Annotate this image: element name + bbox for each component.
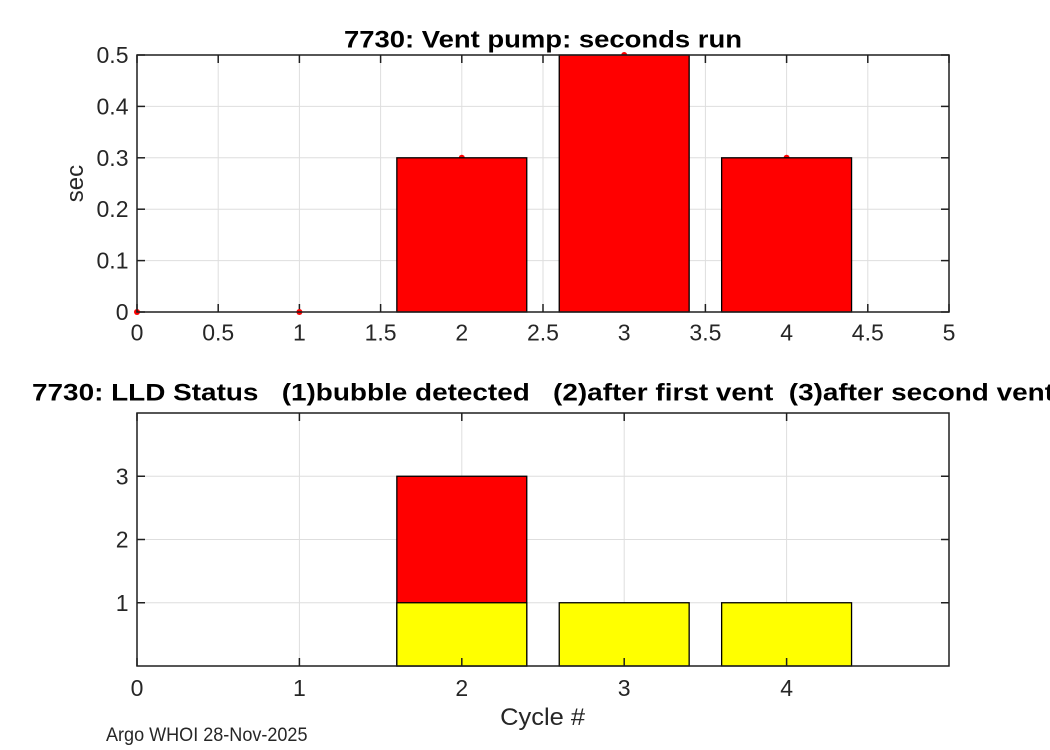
svg-text:sec: sec [62, 165, 89, 202]
svg-text:Argo WHOI 28-Nov-2025: Argo WHOI 28-Nov-2025 [106, 725, 308, 746]
svg-text:Cycle #: Cycle # [500, 704, 586, 731]
svg-text:2: 2 [455, 675, 468, 701]
svg-text:0.3: 0.3 [97, 145, 129, 171]
svg-text:5: 5 [943, 320, 956, 346]
svg-text:4.5: 4.5 [852, 320, 884, 346]
svg-text:3.5: 3.5 [689, 320, 721, 346]
svg-text:1.5: 1.5 [365, 320, 397, 346]
svg-text:2: 2 [455, 320, 468, 346]
svg-text:7730: Vent pump: seconds run: 7730: Vent pump: seconds run [344, 27, 742, 54]
svg-text:4: 4 [780, 320, 793, 346]
svg-text:0.4: 0.4 [97, 93, 129, 119]
svg-text:1: 1 [293, 320, 306, 346]
svg-text:7730: LLD Status (1)bubble d: 7730: LLD Status (1)bubble detected (2)a… [32, 380, 1050, 407]
svg-text:2: 2 [116, 527, 129, 553]
svg-text:0: 0 [116, 299, 129, 325]
svg-text:1: 1 [116, 590, 129, 616]
svg-text:0.1: 0.1 [97, 248, 129, 274]
svg-text:0: 0 [131, 320, 144, 346]
svg-text:0.2: 0.2 [97, 196, 129, 222]
svg-text:3: 3 [618, 320, 631, 346]
svg-text:0: 0 [131, 675, 144, 701]
svg-text:4: 4 [780, 675, 793, 701]
svg-text:2.5: 2.5 [527, 320, 559, 346]
svg-text:1: 1 [293, 675, 306, 701]
svg-text:0.5: 0.5 [202, 320, 234, 346]
svg-text:3: 3 [116, 463, 129, 489]
svg-text:0.5: 0.5 [97, 42, 129, 68]
svg-text:3: 3 [618, 675, 631, 701]
